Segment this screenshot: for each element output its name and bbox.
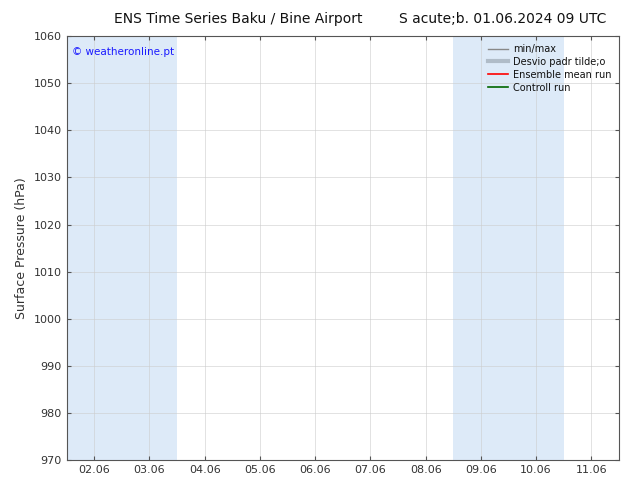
Text: S acute;b. 01.06.2024 09 UTC: S acute;b. 01.06.2024 09 UTC [399,12,607,26]
Bar [67,36,177,460]
Text: © weatheronline.pt: © weatheronline.pt [72,47,174,57]
Text: ENS Time Series Baku / Bine Airport: ENS Time Series Baku / Bine Airport [114,12,363,26]
Legend: min/max, Desvio padr tilde;o, Ensemble mean run, Controll run: min/max, Desvio padr tilde;o, Ensemble m… [486,41,614,96]
Y-axis label: Surface Pressure (hPa): Surface Pressure (hPa) [15,177,28,319]
Bar [619,36,634,460]
Bar [453,36,564,460]
